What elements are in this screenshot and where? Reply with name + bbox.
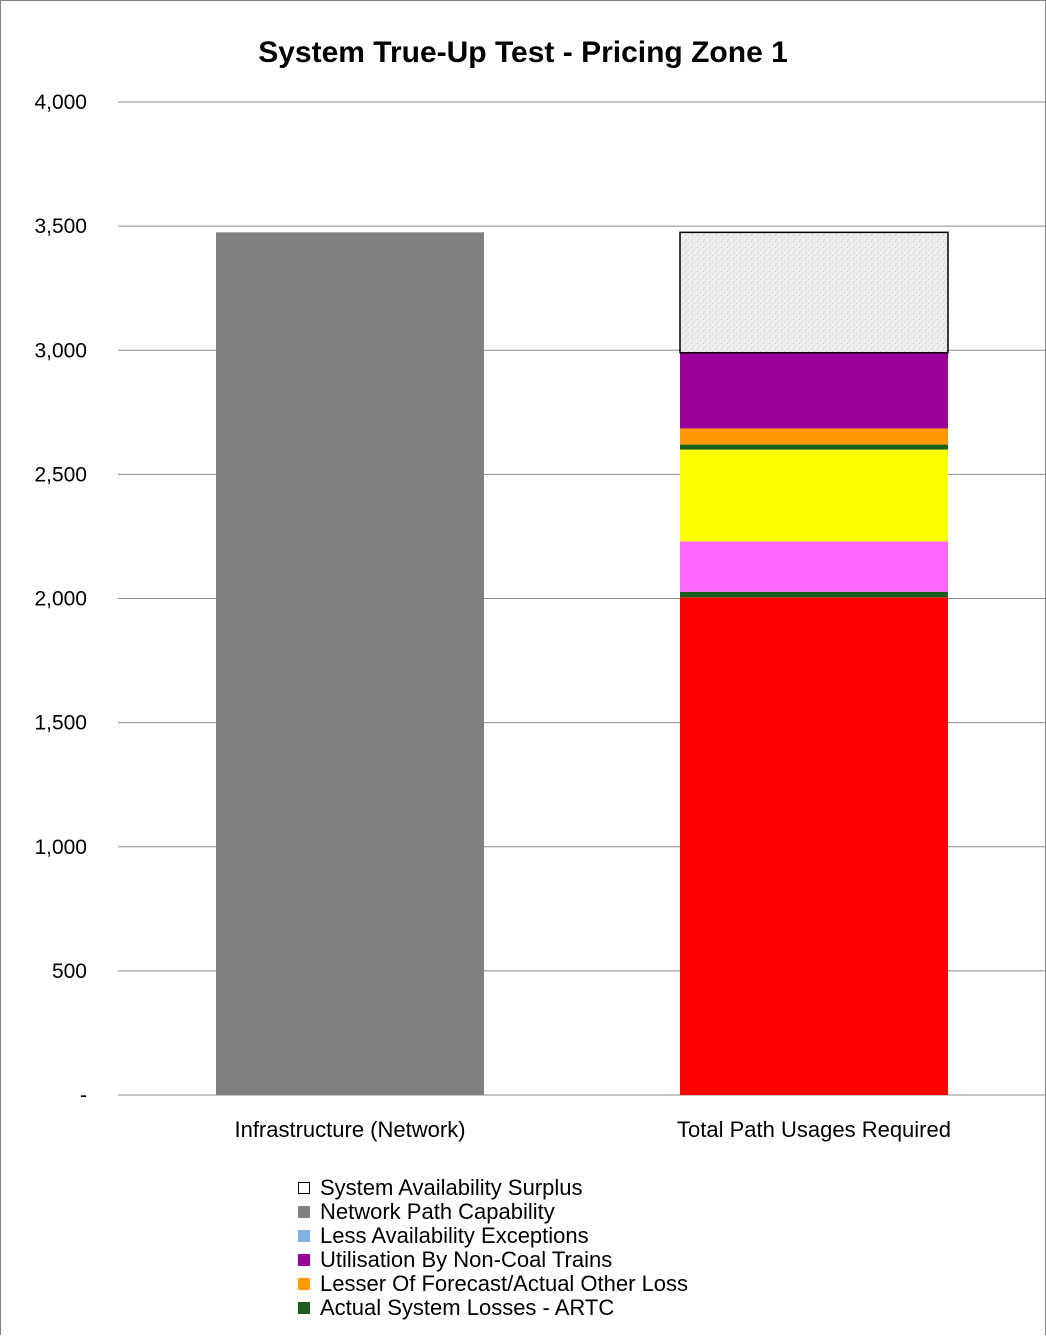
legend: System Availability Surplus Network Path … — [298, 1176, 688, 1320]
y-tick-label: 1,000 — [34, 836, 87, 859]
legend-label: System Availability Surplus — [320, 1175, 583, 1200]
chart-title: System True-Up Test - Pricing Zone 1 — [258, 36, 788, 69]
legend-swatch — [298, 1254, 310, 1266]
legend-label: Lesser Of Forecast/Actual Other Loss — [320, 1271, 689, 1296]
bar-segment — [680, 541, 948, 592]
legend-item: Actual System Losses - ARTC — [298, 1296, 688, 1320]
y-tick-label: 4,000 — [34, 91, 87, 114]
bar-segment — [680, 428, 948, 445]
legend-item: System Availability Surplus — [298, 1176, 688, 1200]
legend-label: Utilisation By Non-Coal Trains — [320, 1247, 613, 1272]
bars — [216, 231, 949, 1096]
x-category-label: Infrastructure (Network) — [234, 1117, 465, 1142]
y-tick-label: 2,500 — [34, 463, 87, 486]
legend-swatch — [298, 1206, 310, 1218]
legend-label: Network Path Capability — [320, 1199, 555, 1224]
legend-label: Less Availability Exceptions — [320, 1223, 589, 1248]
legend-swatch — [298, 1302, 310, 1314]
bar-segment — [680, 352, 948, 429]
bar-segment — [216, 232, 484, 1096]
x-axis-categories: Infrastructure (Network) Total Path Usage… — [234, 1117, 951, 1142]
y-tick-label: 500 — [52, 960, 87, 983]
legend-swatch — [298, 1182, 310, 1194]
legend-swatch — [298, 1278, 310, 1290]
y-tick-label: 1,500 — [34, 712, 87, 735]
legend-item: Network Path Capability — [298, 1200, 688, 1224]
legend-item: Less Availability Exceptions — [298, 1224, 688, 1248]
legend-swatch — [298, 1230, 310, 1242]
bar-segment — [680, 444, 948, 450]
bar-segment — [680, 597, 948, 1095]
x-category-label: Total Path Usages Required — [677, 1117, 951, 1142]
y-axis-ticks: - 500 1,000 1,500 2,000 2,500 3,000 3,500 4,000 — [34, 91, 87, 1107]
y-tick-label: - — [80, 1084, 87, 1107]
legend-item: Lesser Of Forecast/Actual Other Loss — [298, 1272, 688, 1296]
bar-segment — [680, 449, 948, 542]
bar-segment — [679, 231, 949, 354]
y-tick-label: 3,000 — [34, 339, 87, 362]
bar-segment — [680, 591, 948, 598]
legend-label: Actual System Losses - ARTC — [320, 1295, 615, 1320]
y-tick-label: 2,000 — [34, 588, 87, 611]
y-tick-label: 3,500 — [34, 215, 87, 238]
legend-item: Utilisation By Non-Coal Trains — [298, 1248, 688, 1272]
